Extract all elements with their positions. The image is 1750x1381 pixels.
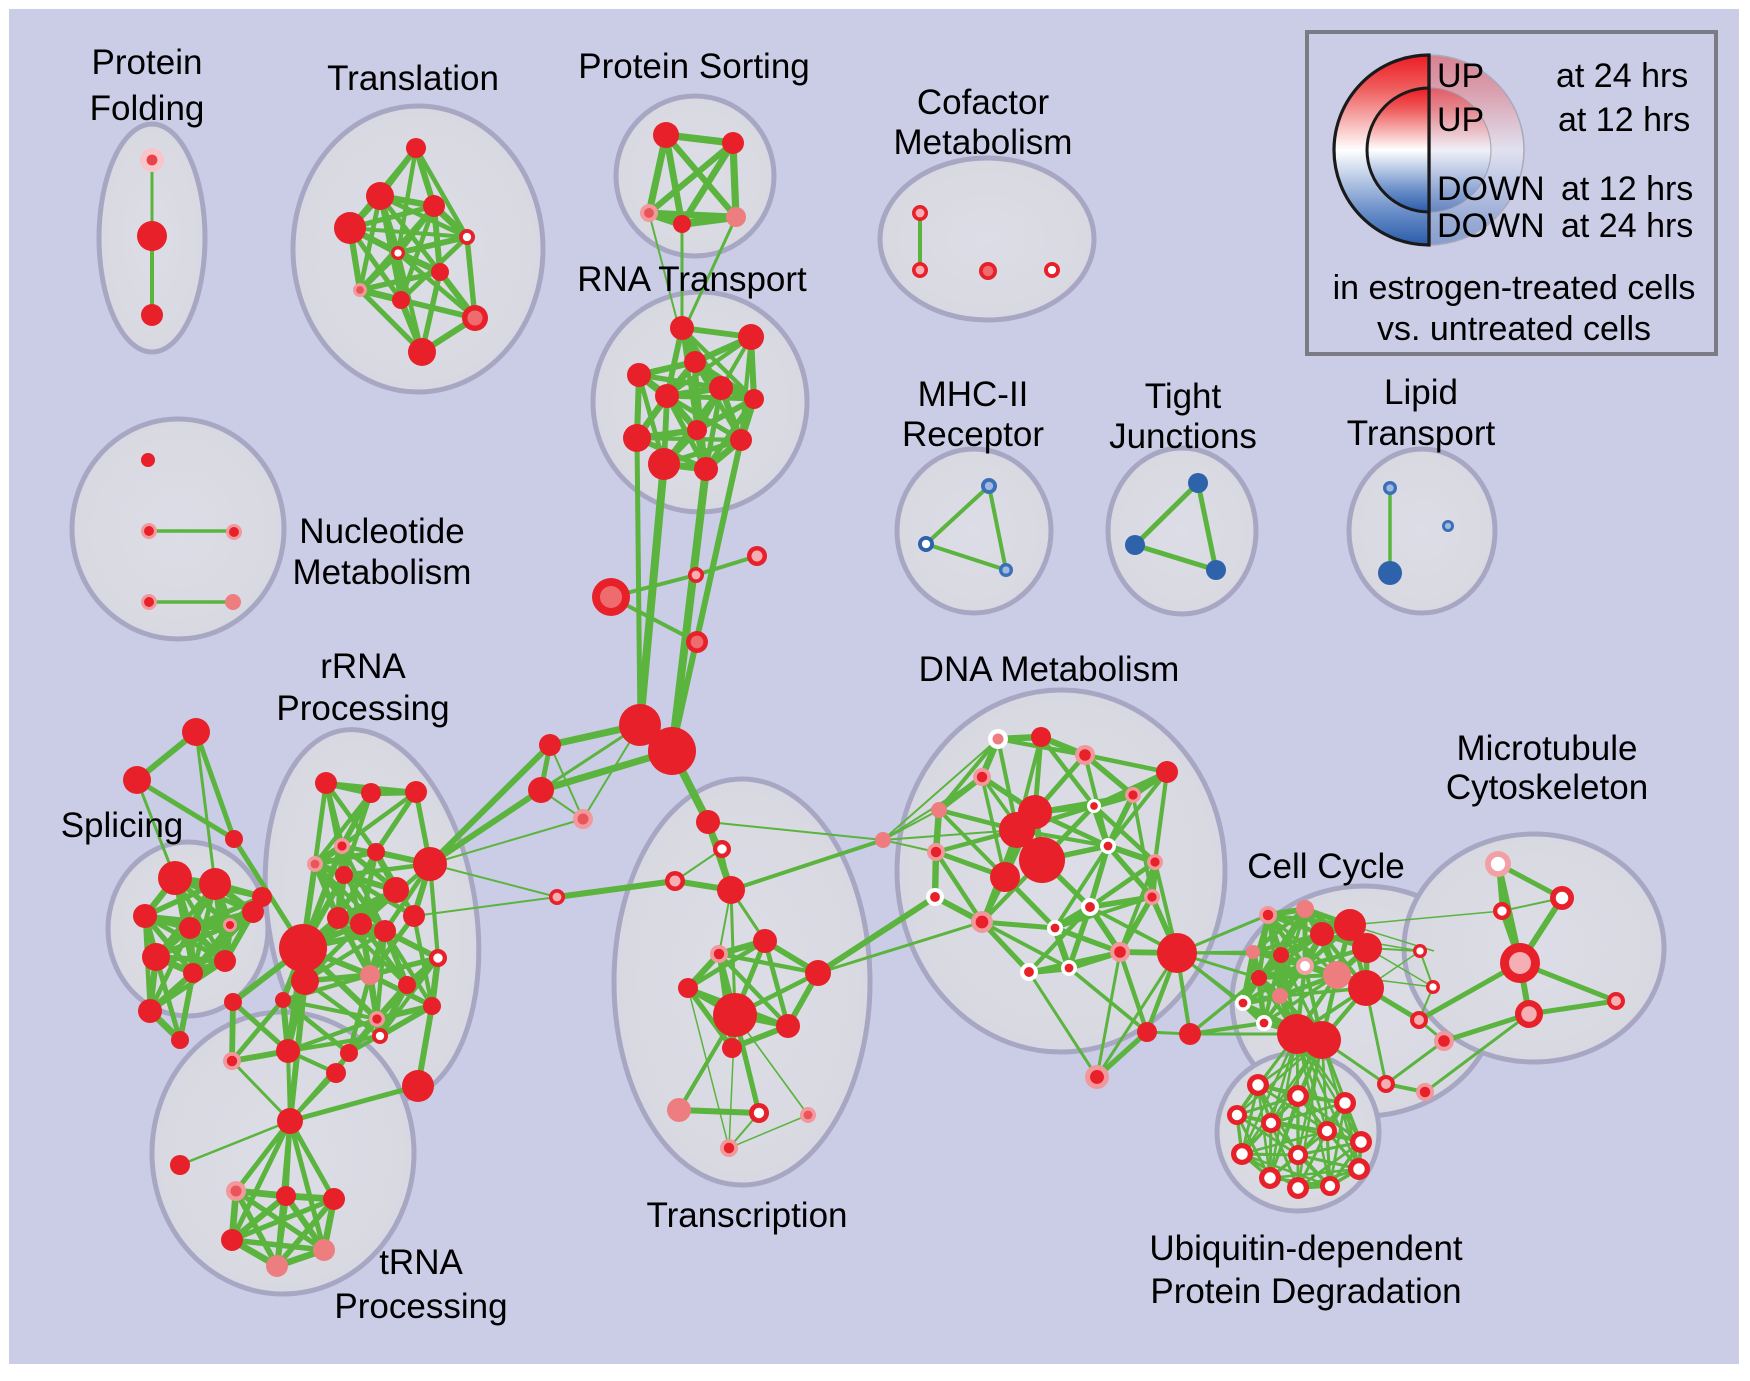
svg-text:in estrogen-treated cells: in estrogen-treated cells — [1333, 269, 1696, 307]
svg-text:DOWN: DOWN — [1437, 170, 1545, 208]
svg-text:Tight: Tight — [1145, 377, 1222, 416]
svg-text:Lipid: Lipid — [1384, 373, 1458, 412]
svg-text:RNA Transport: RNA Transport — [577, 260, 807, 299]
svg-text:DOWN: DOWN — [1437, 207, 1545, 245]
svg-text:Protein Degradation: Protein Degradation — [1150, 1272, 1461, 1311]
svg-text:Junctions: Junctions — [1109, 417, 1257, 456]
svg-text:Ubiquitin-dependent: Ubiquitin-dependent — [1149, 1229, 1463, 1268]
svg-text:MHC-II: MHC-II — [918, 375, 1029, 414]
svg-text:Protein: Protein — [92, 43, 203, 82]
svg-text:UP: UP — [1437, 101, 1484, 139]
svg-text:Transcription: Transcription — [647, 1196, 848, 1235]
svg-text:at 12 hrs: at 12 hrs — [1558, 101, 1690, 139]
svg-text:Metabolism: Metabolism — [293, 553, 472, 592]
svg-text:UP: UP — [1437, 57, 1484, 95]
svg-text:Metabolism: Metabolism — [894, 123, 1073, 162]
svg-text:Microtubule: Microtubule — [1457, 729, 1638, 768]
svg-text:at 24 hrs: at 24 hrs — [1561, 207, 1693, 245]
svg-text:Translation: Translation — [327, 59, 499, 98]
svg-text:Cytoskeleton: Cytoskeleton — [1446, 768, 1648, 807]
svg-text:at 12 hrs: at 12 hrs — [1561, 170, 1693, 208]
svg-text:Nucleotide: Nucleotide — [299, 512, 464, 551]
svg-text:Processing: Processing — [276, 689, 449, 728]
svg-text:Receptor: Receptor — [902, 415, 1044, 454]
svg-text:Splicing: Splicing — [61, 806, 184, 845]
svg-text:rRNA: rRNA — [320, 647, 406, 686]
svg-text:Processing: Processing — [334, 1287, 507, 1326]
svg-text:vs. untreated cells: vs. untreated cells — [1377, 310, 1651, 348]
svg-text:Cell Cycle: Cell Cycle — [1247, 847, 1405, 886]
svg-text:Protein Sorting: Protein Sorting — [578, 47, 810, 86]
svg-text:DNA Metabolism: DNA Metabolism — [919, 650, 1180, 689]
svg-text:Transport: Transport — [1347, 414, 1496, 453]
svg-text:tRNA: tRNA — [379, 1243, 463, 1282]
svg-text:at 24 hrs: at 24 hrs — [1556, 57, 1688, 95]
svg-text:Cofactor: Cofactor — [917, 83, 1050, 122]
svg-text:Folding: Folding — [90, 89, 205, 128]
